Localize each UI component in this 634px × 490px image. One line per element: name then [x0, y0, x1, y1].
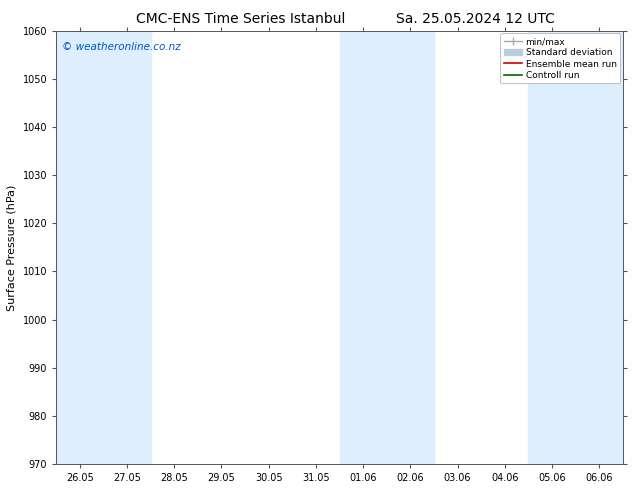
Text: CMC-ENS Time Series Istanbul: CMC-ENS Time Series Istanbul [136, 12, 346, 26]
Bar [56, 31, 151, 464]
Y-axis label: Surface Pressure (hPa): Surface Pressure (hPa) [7, 184, 17, 311]
Text: © weatheronline.co.nz: © weatheronline.co.nz [62, 42, 181, 51]
Bar [528, 31, 623, 464]
Text: Sa. 25.05.2024 12 UTC: Sa. 25.05.2024 12 UTC [396, 12, 555, 26]
Legend: min/max, Standard deviation, Ensemble mean run, Controll run: min/max, Standard deviation, Ensemble me… [500, 33, 620, 83]
Bar [340, 31, 434, 464]
